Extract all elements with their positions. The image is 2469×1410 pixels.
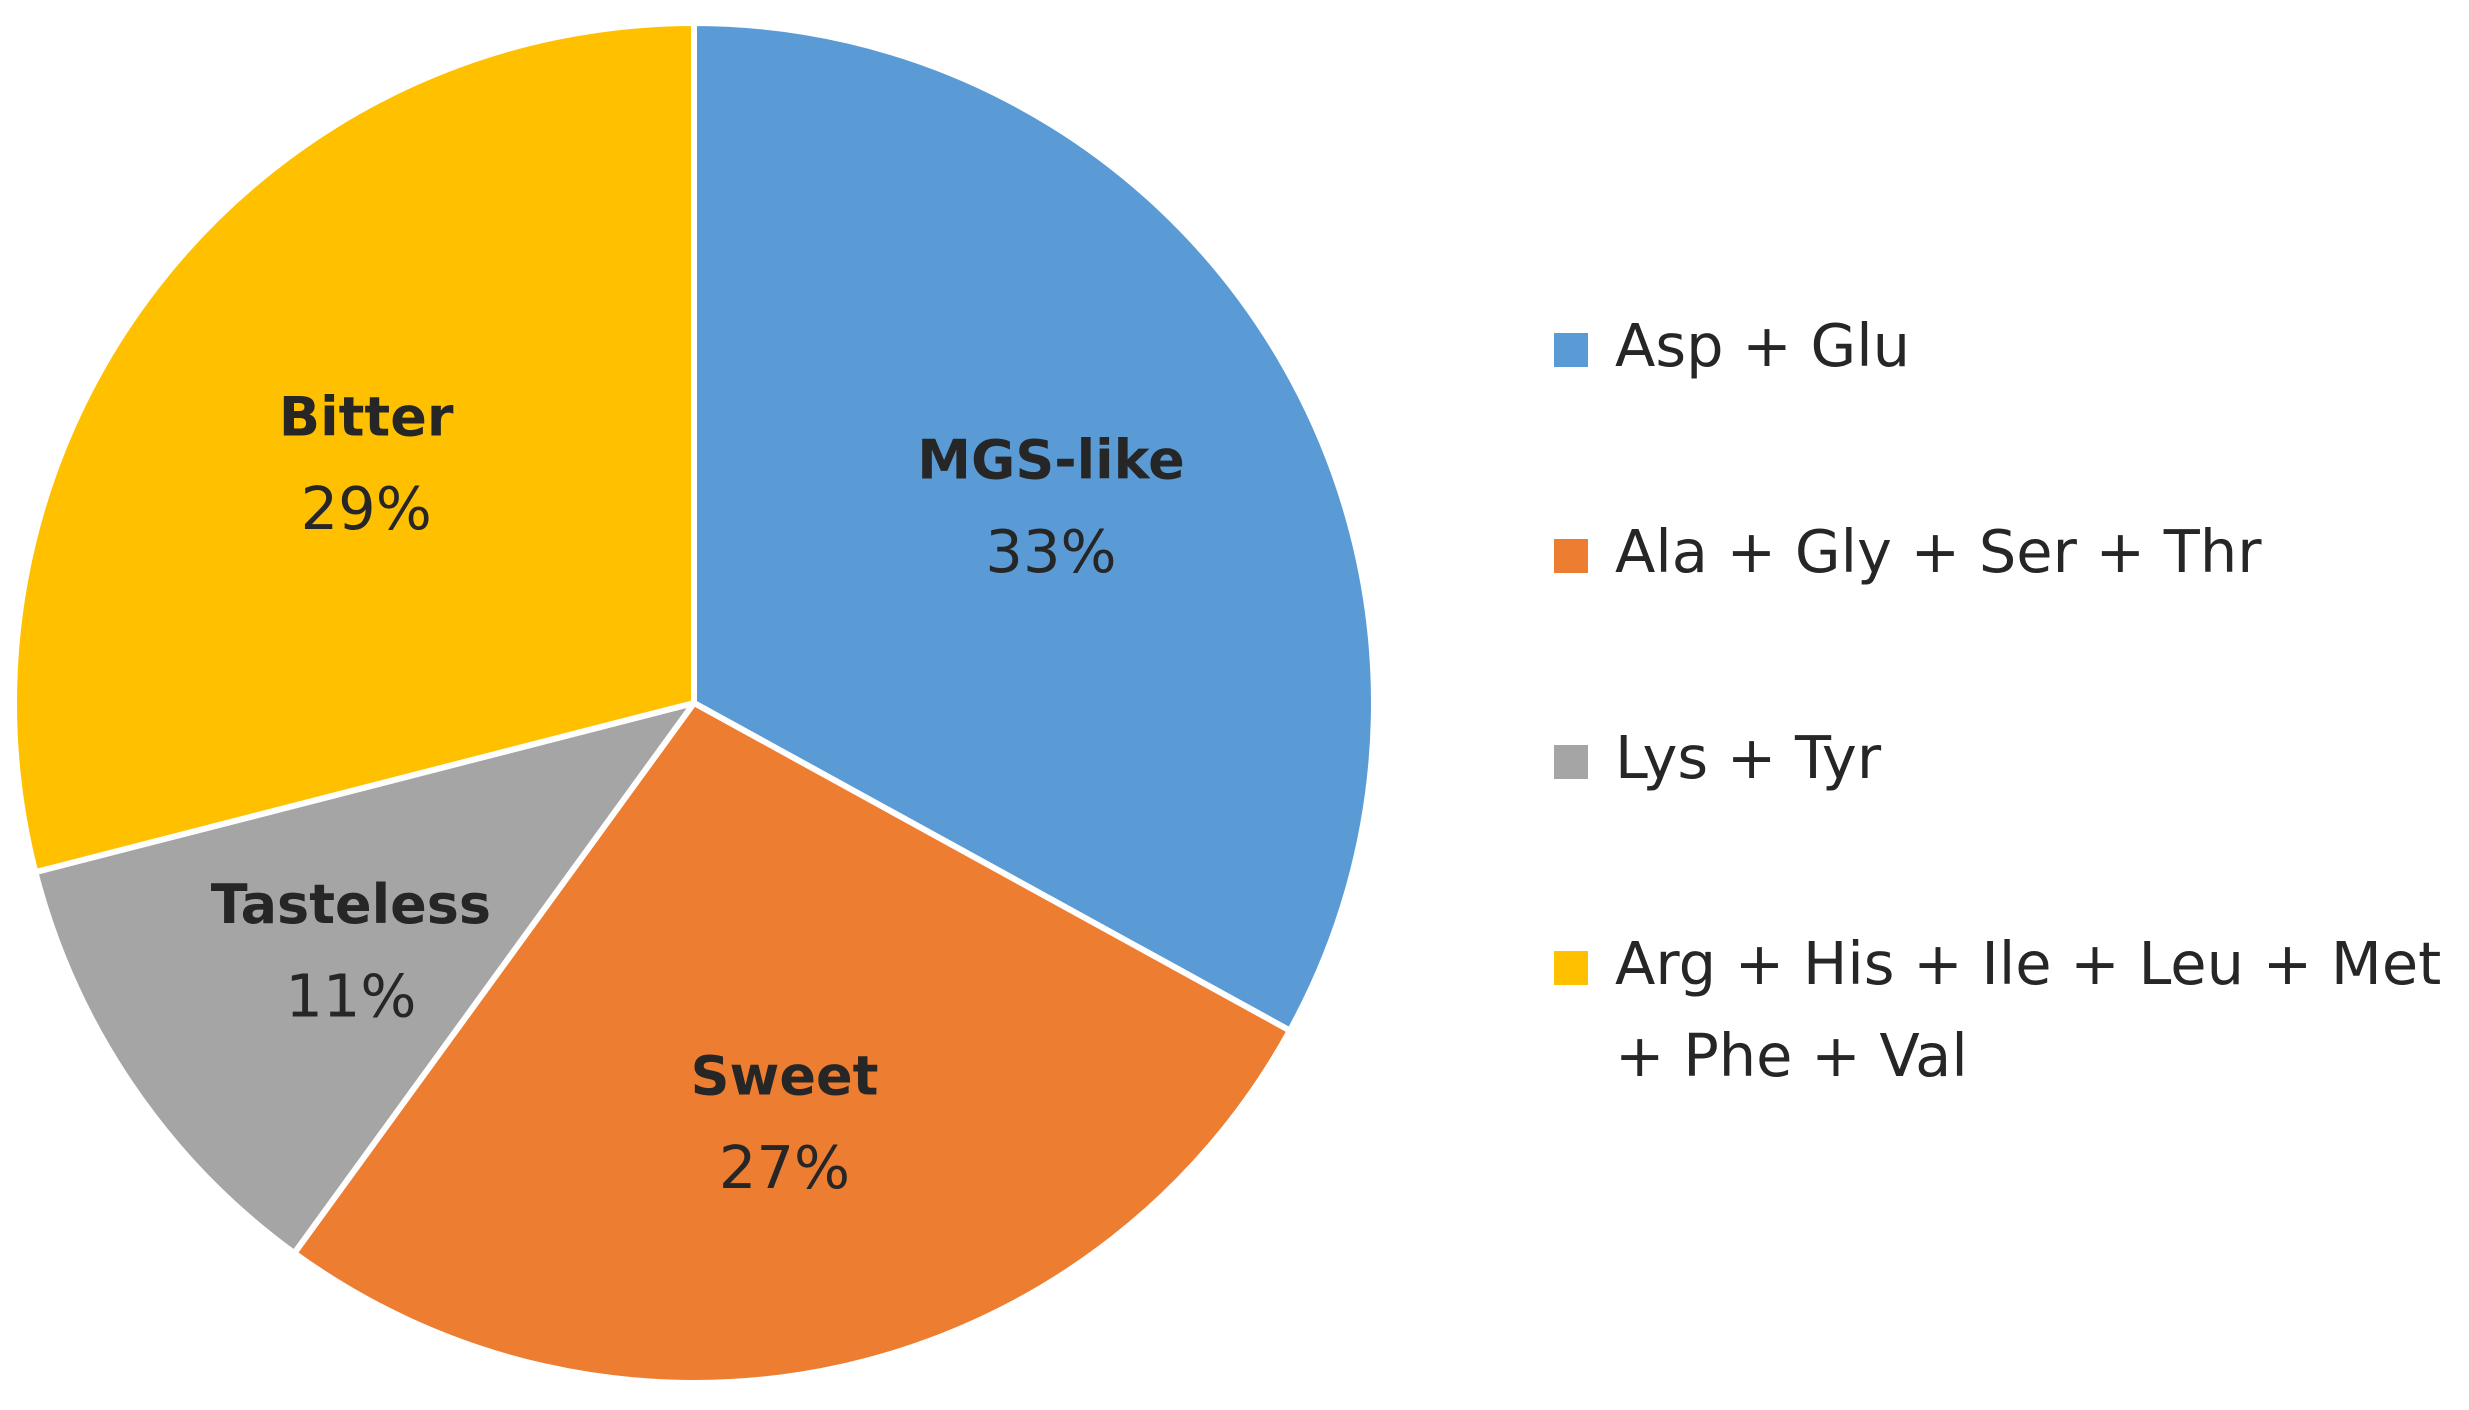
legend-item-sweet: Ala + Gly + Ser + Thr (1549, 506, 2469, 598)
chart-legend: Asp + Glu Ala + Gly + Ser + Thr Lys + Ty… (1549, 300, 2469, 1102)
slice-percent-label-tasteless: 11% (285, 961, 416, 1030)
pie-slice-mgs-like (691, 20, 1377, 1034)
legend-label-tasteless: Lys + Tyr (1615, 723, 1882, 792)
slice-percent-label-sweet: 27% (719, 1133, 850, 1202)
legend-label-mgs-like: Asp + Glu (1615, 311, 1910, 380)
slice-percent-label-bitter: 29% (301, 474, 432, 543)
pie-slice-tasteless (32, 700, 697, 1257)
slice-name-label-bitter: Bitter (279, 385, 454, 448)
legend-label-sweet: Ala + Gly + Ser + Thr (1615, 517, 2262, 586)
legend-item-bitter: Arg + His + Ile + Leu + Met + Phe + Val (1549, 918, 2469, 1102)
legend-swatch-sweet (1554, 539, 1588, 573)
legend-item-tasteless: Lys + Tyr (1549, 712, 2469, 804)
legend-item-mgs-like: Asp + Glu (1549, 300, 2469, 392)
slice-name-label-mgs-like: MGS-like (917, 428, 1184, 491)
slice-name-label-sweet: Sweet (691, 1044, 879, 1107)
slice-percent-label-mgs-like: 33% (985, 517, 1116, 586)
slices-layer (10, 20, 1377, 1386)
legend-swatch-tasteless (1554, 745, 1588, 779)
slice-labels-layer: MGS-like 33% Sweet 27% Tasteless 11% Bitter 29% (211, 385, 1185, 1201)
legend-swatch-bitter (1554, 951, 1588, 985)
pie-slice-bitter (10, 20, 697, 876)
legend-swatch-mgs-like (1554, 333, 1588, 367)
slice-name-label-tasteless: Tasteless (211, 873, 491, 936)
legend-label-bitter: Arg + His + Ile + Leu + Met + Phe + Val (1615, 929, 2442, 1090)
pie-slice-sweet (291, 700, 1293, 1386)
